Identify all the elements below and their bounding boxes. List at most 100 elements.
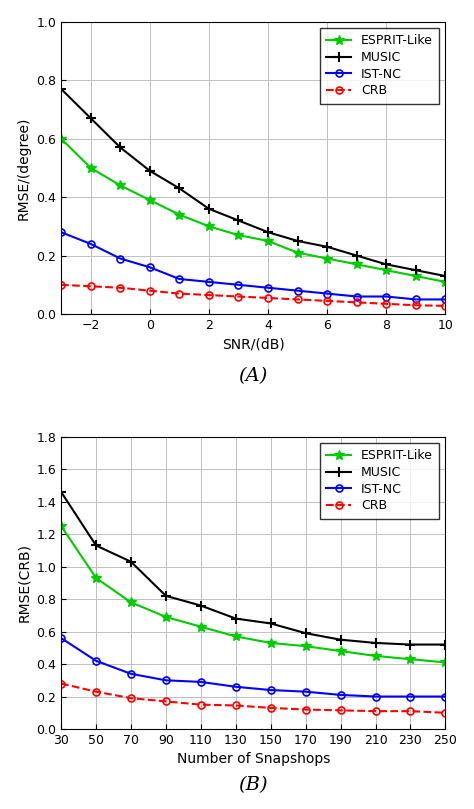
MUSIC bbox=[408, 640, 413, 650]
IST-NC bbox=[354, 292, 360, 302]
MUSIC bbox=[383, 260, 389, 269]
MUSIC bbox=[128, 557, 134, 566]
MUSIC bbox=[265, 227, 271, 237]
IST-NC bbox=[265, 283, 271, 293]
ESPRIT-Like bbox=[354, 260, 360, 269]
CRB bbox=[206, 290, 212, 300]
ESPRIT-Like bbox=[324, 254, 330, 264]
MUSIC bbox=[58, 487, 64, 497]
CRB bbox=[268, 703, 273, 713]
IST-NC bbox=[373, 692, 378, 701]
CRB bbox=[93, 687, 99, 697]
CRB bbox=[236, 292, 241, 302]
Line: IST-NC: IST-NC bbox=[58, 229, 449, 303]
CRB bbox=[408, 706, 413, 716]
MUSIC bbox=[295, 236, 301, 246]
Line: CRB: CRB bbox=[58, 282, 449, 309]
IST-NC bbox=[408, 692, 413, 701]
MUSIC bbox=[338, 635, 344, 645]
Y-axis label: RMSE/(degree): RMSE/(degree) bbox=[17, 116, 31, 219]
MUSIC bbox=[93, 540, 99, 550]
ESPRIT-Like bbox=[128, 598, 134, 608]
CRB bbox=[413, 300, 419, 310]
CRB bbox=[324, 296, 330, 306]
MUSIC bbox=[198, 601, 204, 611]
IST-NC bbox=[206, 277, 212, 286]
CRB bbox=[265, 293, 271, 303]
MUSIC bbox=[233, 614, 238, 624]
IST-NC bbox=[413, 294, 419, 304]
MUSIC bbox=[443, 640, 448, 650]
MUSIC bbox=[303, 629, 309, 638]
CRB bbox=[128, 693, 134, 703]
MUSIC bbox=[324, 242, 330, 252]
Legend: ESPRIT-Like, MUSIC, IST-NC, CRB: ESPRIT-Like, MUSIC, IST-NC, CRB bbox=[320, 28, 439, 104]
X-axis label: Number of Snapshops: Number of Snapshops bbox=[176, 752, 330, 766]
MUSIC bbox=[268, 619, 273, 629]
IST-NC bbox=[268, 685, 273, 695]
Line: ESPRIT-Like: ESPRIT-Like bbox=[56, 133, 450, 286]
ESPRIT-Like bbox=[338, 646, 344, 656]
Text: (A): (A) bbox=[238, 366, 268, 385]
ESPRIT-Like bbox=[373, 651, 378, 661]
IST-NC bbox=[58, 227, 64, 237]
IST-NC bbox=[118, 254, 123, 264]
MUSIC bbox=[147, 166, 153, 176]
ESPRIT-Like bbox=[118, 180, 123, 190]
IST-NC bbox=[128, 669, 134, 679]
ESPRIT-Like bbox=[176, 210, 182, 219]
Text: (B): (B) bbox=[238, 776, 268, 794]
MUSIC bbox=[354, 251, 360, 260]
Legend: ESPRIT-Like, MUSIC, IST-NC, CRB: ESPRIT-Like, MUSIC, IST-NC, CRB bbox=[320, 443, 439, 519]
IST-NC bbox=[324, 289, 330, 299]
ESPRIT-Like bbox=[147, 195, 153, 205]
ESPRIT-Like bbox=[93, 573, 99, 582]
IST-NC bbox=[176, 274, 182, 284]
ESPRIT-Like bbox=[268, 638, 273, 648]
Line: IST-NC: IST-NC bbox=[58, 634, 449, 700]
MUSIC bbox=[206, 204, 212, 214]
IST-NC bbox=[147, 262, 153, 272]
ESPRIT-Like bbox=[58, 133, 64, 143]
IST-NC bbox=[93, 656, 99, 666]
MUSIC bbox=[118, 142, 123, 152]
CRB bbox=[383, 299, 389, 309]
ESPRIT-Like bbox=[206, 222, 212, 231]
ESPRIT-Like bbox=[443, 658, 448, 667]
X-axis label: SNR/(dB): SNR/(dB) bbox=[222, 337, 284, 351]
Line: CRB: CRB bbox=[58, 680, 449, 716]
IST-NC bbox=[338, 690, 344, 700]
CRB bbox=[147, 286, 153, 295]
IST-NC bbox=[198, 677, 204, 687]
ESPRIT-Like bbox=[303, 642, 309, 651]
ESPRIT-Like bbox=[163, 612, 169, 622]
MUSIC bbox=[236, 216, 241, 226]
ESPRIT-Like bbox=[383, 265, 389, 275]
MUSIC bbox=[163, 591, 169, 600]
CRB bbox=[233, 701, 238, 710]
CRB bbox=[176, 289, 182, 299]
CRB bbox=[373, 706, 378, 716]
IST-NC bbox=[443, 294, 448, 304]
CRB bbox=[58, 280, 64, 290]
CRB bbox=[443, 301, 448, 311]
CRB bbox=[118, 283, 123, 293]
CRB bbox=[443, 708, 448, 718]
ESPRIT-Like bbox=[413, 271, 419, 281]
CRB bbox=[303, 705, 309, 714]
MUSIC bbox=[443, 271, 448, 281]
IST-NC bbox=[236, 280, 241, 290]
CRB bbox=[354, 298, 360, 307]
MUSIC bbox=[413, 265, 419, 275]
MUSIC bbox=[373, 638, 378, 648]
Y-axis label: RMSE(CRB): RMSE(CRB) bbox=[17, 544, 31, 622]
ESPRIT-Like bbox=[233, 632, 238, 642]
CRB bbox=[88, 282, 93, 291]
ESPRIT-Like bbox=[408, 654, 413, 664]
ESPRIT-Like bbox=[295, 248, 301, 257]
CRB bbox=[338, 705, 344, 715]
IST-NC bbox=[163, 676, 169, 685]
IST-NC bbox=[443, 692, 448, 701]
IST-NC bbox=[233, 682, 238, 692]
ESPRIT-Like bbox=[236, 231, 241, 240]
